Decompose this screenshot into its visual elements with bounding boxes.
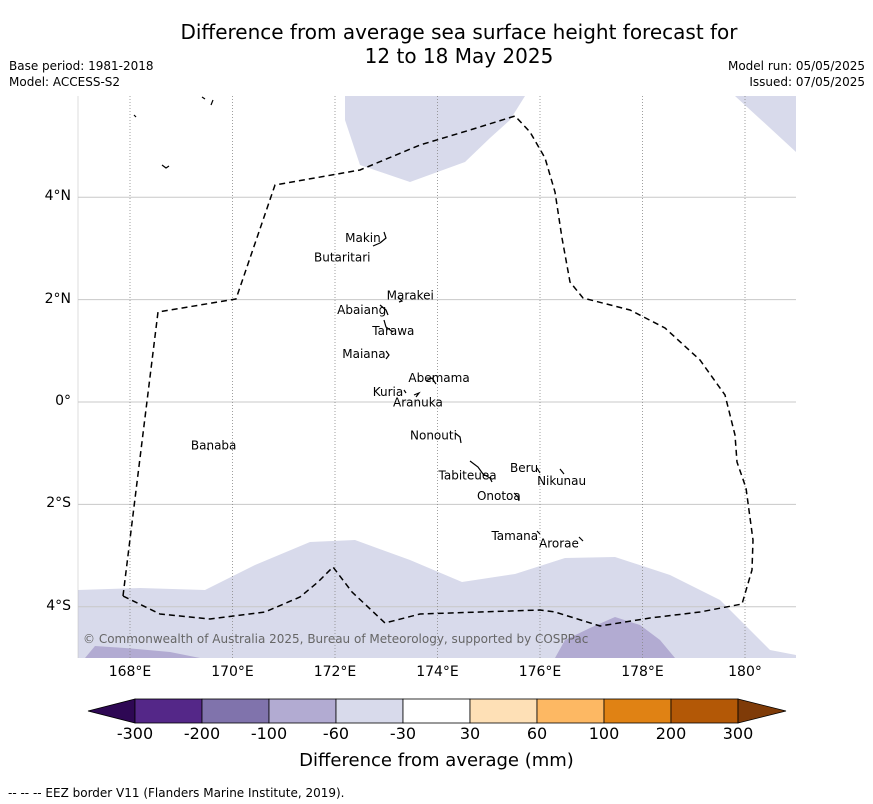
model-name: Model: ACCESS-S2 <box>9 75 121 89</box>
colorbar-tick-label: 200 <box>655 724 687 743</box>
island-maiana <box>385 350 390 360</box>
island-abaiang <box>379 304 389 316</box>
place-label-onotoa: Onotoa <box>477 489 521 503</box>
eez-border <box>122 115 754 627</box>
colorbar-bin <box>536 698 605 724</box>
island-arorae <box>578 536 584 542</box>
colorbar <box>87 698 787 724</box>
issued-date: Issued: 07/05/2025 <box>749 75 865 89</box>
island-tamana <box>536 530 541 535</box>
place-label-tarawa: Tarawa <box>371 324 414 338</box>
island-makin <box>379 231 387 244</box>
latitude-tick-label: 0° <box>55 393 71 409</box>
title-line-1: Difference from average sea surface heig… <box>180 20 738 44</box>
colorbar-tick-label: 60 <box>526 724 548 743</box>
island-aranuka <box>413 391 421 398</box>
place-label-arorae: Arorae <box>539 537 579 551</box>
colorbar-bin <box>335 698 404 724</box>
place-label-aranuka: Aranuka <box>393 395 443 409</box>
anomaly-patch-south-1 <box>555 617 675 658</box>
place-label-maiana: Maiana <box>342 347 385 361</box>
title-line-2: 12 to 18 May 2025 <box>364 44 554 68</box>
island-nw-1 <box>133 114 137 118</box>
colorbar-bin <box>134 698 203 724</box>
place-label-kuria: Kuria <box>373 385 404 399</box>
model-run: Model run: 05/05/2025 <box>727 59 865 73</box>
anomaly-patch-south-2 <box>85 646 200 658</box>
metadata-left: Base period: 1981-2018 Model: ACCESS-S2 <box>9 58 154 90</box>
island-nw-3 <box>201 96 206 100</box>
longitude-tick-label: 174°E <box>416 664 459 680</box>
island-kuria <box>403 389 407 394</box>
latitude-tick-label: 4°N <box>44 188 71 205</box>
colorbar-bin <box>603 698 672 724</box>
island-butaritari <box>372 242 381 247</box>
place-label-tabiteuea: Tabiteuea <box>438 469 497 483</box>
colorbar-tick-label: -300 <box>116 724 154 743</box>
place-label-nonouti: Nonouti <box>410 428 457 442</box>
place-label-abemama: Abemama <box>408 371 469 385</box>
colorbar-bin <box>201 698 270 724</box>
latitude-tick-label: 2°N <box>44 290 71 307</box>
longitude-tick-label: 180° <box>728 664 762 680</box>
colorbar-tick-label: 300 <box>722 724 754 743</box>
longitude-tick-label: 168°E <box>108 664 152 680</box>
colorbar-tick-label: -200 <box>183 724 221 743</box>
longitude-tick-label: 172°E <box>313 664 357 680</box>
colorbar-extend-low <box>87 698 136 724</box>
place-label-beru: Beru <box>510 461 538 475</box>
island-nonouti <box>454 432 462 444</box>
metadata-right: Model run: 05/05/2025 Issued: 07/05/2025 <box>728 58 865 90</box>
colorbar-tick-label: -60 <box>322 724 350 743</box>
colorbar-bin <box>268 698 337 724</box>
island-beru <box>536 467 541 474</box>
island-abemama <box>425 377 437 385</box>
longitude-tick-label: 178°E <box>621 664 664 680</box>
colorbar-title: Difference from average (mm) <box>299 750 574 771</box>
place-label-abaiang: Abaiang <box>337 303 386 317</box>
colorbar-tick-label: 30 <box>459 724 481 743</box>
colorbar-extend-high <box>737 698 787 724</box>
islands <box>133 96 584 542</box>
island-marakei <box>397 296 404 303</box>
graticule <box>78 96 796 658</box>
island-tarawa <box>383 319 394 333</box>
longitude-tick-label: 176°E <box>518 664 562 680</box>
island-onotoa <box>513 492 520 502</box>
anomaly-field <box>78 96 796 658</box>
base-period: Base period: 1981-2018 <box>9 59 154 73</box>
place-label-nikunau: Nikunau <box>537 474 586 488</box>
place-label-marakei: Marakei <box>387 289 434 303</box>
anomaly-patch-north <box>345 96 525 182</box>
anomaly-patch-northeast <box>735 96 796 152</box>
island-nw-4 <box>210 99 214 106</box>
place-label-makin: Makin <box>345 231 381 245</box>
place-label-butaritari: Butaritari <box>314 251 371 265</box>
copyright-notice: © Commonwealth of Australia 2025, Bureau… <box>83 632 589 646</box>
eez-legend-note: -- -- -- EEZ border V11 (Flanders Marine… <box>8 786 345 800</box>
place-label-tamana: Tamana <box>490 529 538 543</box>
latitude-tick-label: 2°S <box>46 495 71 512</box>
longitude-tick-label: 170°E <box>211 664 254 680</box>
island-tabiteuea <box>469 460 493 483</box>
island-nikunau <box>559 468 565 475</box>
map-title: Difference from average sea surface heig… <box>0 20 873 68</box>
place-label-banaba: Banaba <box>191 439 237 453</box>
island-nw-2 <box>161 164 170 169</box>
colorbar-tick-label: 100 <box>588 724 620 743</box>
colorbar-bin <box>402 698 471 724</box>
latitude-tick-label: 4°S <box>46 597 71 614</box>
colorbar-tick-label: -100 <box>250 724 288 743</box>
colorbar-bin <box>670 698 739 724</box>
colorbar-tick-label: -30 <box>389 724 417 743</box>
colorbar-bin <box>469 698 538 724</box>
island-banaba <box>206 447 210 451</box>
